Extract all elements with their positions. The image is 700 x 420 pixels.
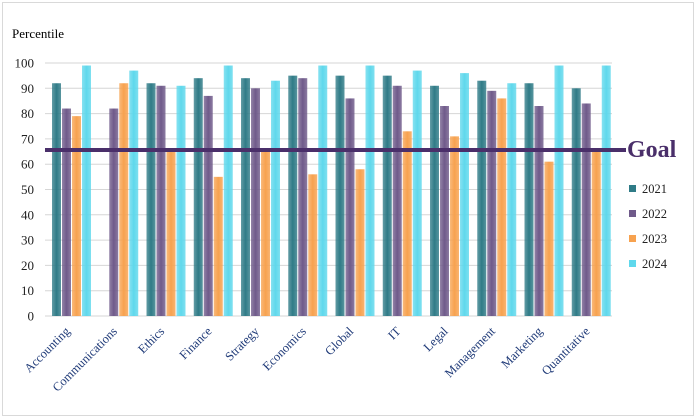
bar-2022-economics (298, 78, 308, 317)
bar-2022-communications (109, 108, 119, 316)
bars (52, 65, 611, 317)
bar-2023-communications (119, 83, 129, 317)
bar-2021-accounting (52, 83, 61, 317)
bar-2021-quantitative (571, 88, 581, 316)
legend-swatch-2023 (629, 235, 636, 242)
bar-2021-legal (430, 85, 439, 317)
bar-2022-management (487, 90, 497, 316)
y-tick-label: 90 (21, 81, 34, 96)
y-tick-label: 20 (21, 258, 34, 273)
category-label: Marketing (499, 324, 546, 371)
y-tick-label: 30 (21, 233, 34, 248)
category-label: Finance (177, 324, 215, 362)
bar-2024-finance (223, 65, 233, 316)
bar-2024-legal (460, 73, 469, 317)
legend-swatch-2024 (629, 260, 636, 267)
bar-2023-it (402, 131, 412, 316)
bar-2024-global (365, 65, 375, 316)
bar-2023-management (497, 98, 507, 316)
bar-2021-economics (288, 75, 298, 317)
y-tick-label: 60 (21, 157, 34, 172)
bar-2023-global (355, 169, 365, 316)
bar-2023-legal (450, 136, 459, 316)
bar-2021-marketing (524, 83, 534, 317)
y-tick-labels: 0 10 20 30 40 50 60 70 80 90 100 (15, 56, 35, 324)
bar-2021-global (335, 75, 345, 317)
gridlines (45, 62, 612, 317)
legend-swatch-2021 (629, 185, 636, 192)
category-label: Ethics (135, 324, 167, 356)
goal-label: Goal (627, 137, 677, 163)
category-label: Quantitative (539, 324, 593, 378)
bar-2023-strategy (261, 151, 270, 316)
y-tick-label: 80 (21, 106, 34, 121)
category-label: IT (385, 324, 403, 342)
bar-2024-communications (129, 70, 139, 316)
bar-2024-ethics (176, 85, 186, 317)
bar-2022-accounting (62, 108, 71, 316)
bar-2023-accounting (72, 116, 81, 316)
bar-2022-legal (440, 106, 449, 316)
legend-swatch-2022 (629, 210, 636, 217)
y-tick-label: 40 (21, 207, 34, 222)
bar-2021-finance (193, 78, 203, 317)
legend-label-2024: 2024 (642, 257, 668, 271)
category-label: Strategy (222, 324, 262, 364)
bar-2021-strategy (241, 78, 250, 317)
y-tick-label: 50 (21, 182, 34, 197)
bar-2022-global (345, 98, 355, 316)
category-label: Management (442, 324, 498, 380)
bar-2023-quantitative (591, 149, 601, 316)
bar-2023-finance (213, 176, 223, 316)
bar-2022-quantitative (581, 103, 591, 316)
y-tick-label: 70 (21, 131, 34, 146)
bar-2023-ethics (166, 149, 176, 316)
bar-2024-accounting (82, 65, 91, 316)
bar-2024-strategy (271, 80, 280, 317)
bar-2021-it (382, 75, 392, 317)
bar-2023-economics (308, 174, 318, 316)
bar-2024-economics (318, 65, 328, 316)
category-label: Global (322, 324, 356, 358)
bar-2022-marketing (534, 106, 544, 316)
bar-2022-strategy (251, 88, 260, 316)
category-label: Legal (421, 324, 451, 354)
bar-2022-it (392, 85, 402, 317)
legend-label-2021: 2021 (642, 182, 667, 196)
y-axis-label: Percentile (12, 26, 64, 41)
goal-line-group: Goal (45, 137, 677, 163)
bar-2023-marketing (544, 161, 554, 316)
y-tick-label: 0 (28, 309, 35, 324)
bar-2024-marketing (554, 65, 564, 316)
bar-2022-finance (203, 95, 213, 316)
y-tick-label: 100 (15, 56, 35, 71)
bar-2024-management (507, 83, 517, 317)
y-tick-label: 10 (21, 283, 34, 298)
bar-2022-ethics (156, 85, 166, 317)
category-label: Economics (260, 324, 309, 373)
bar-2024-it (412, 70, 422, 316)
legend: 2021 2022 2023 2024 (629, 182, 668, 271)
legend-label-2023: 2023 (642, 232, 667, 246)
bar-2021-ethics (146, 83, 156, 317)
legend-label-2022: 2022 (642, 207, 667, 221)
bar-2021-management (477, 80, 487, 317)
bar-2024-quantitative (601, 65, 611, 316)
